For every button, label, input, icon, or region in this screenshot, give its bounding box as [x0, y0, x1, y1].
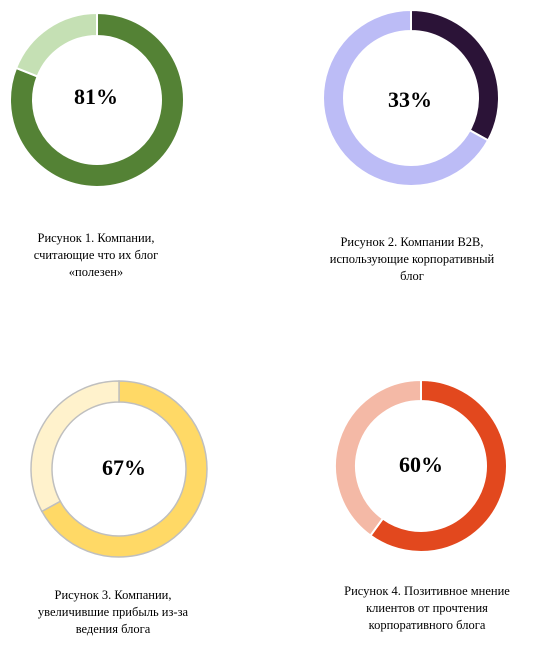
donut-chart-2-svg: 33% [322, 8, 500, 187]
caption-1-line-3: «полезен» [68, 265, 124, 279]
donut-chart-1-slice-main [9, 11, 185, 188]
caption-3-line-2: увеличившие прибыль из-за [37, 605, 189, 619]
donut-chart-4-center-label: 60% [399, 452, 443, 477]
donut-chart-4-slice-rest [334, 378, 422, 537]
donut-chart-2: 33% [310, 0, 510, 200]
donut-chart-3: 67% [18, 368, 218, 568]
caption-3-line-1: Рисунок 3. Компании, [54, 588, 172, 602]
donut-chart-2-slice-rest [322, 8, 490, 187]
donut-chart-3-caption: Рисунок 3. Компании, увеличившие прибыль… [14, 587, 212, 638]
donut-chart-3-center-label: 67% [102, 455, 146, 480]
caption-2-line-1: Рисунок 2. Компании B2B, [340, 235, 484, 249]
caption-1-line-2: считающие что их блог [33, 248, 159, 262]
caption-4-line-2: клиентов от прочтения [366, 601, 488, 615]
caption-1-line-1: Рисунок 1. Компании, [37, 231, 155, 245]
caption-2-line-2: использующие корпоративный [329, 252, 495, 266]
donut-chart-4: 60% [320, 368, 520, 568]
donut-chart-4-svg: 60% [334, 378, 508, 553]
donut-chart-2-slice-main [410, 8, 500, 142]
donut-chart-1-svg: 81% [9, 11, 185, 188]
caption-4-line-1: Рисунок 4. Позитивное мнение [344, 584, 510, 598]
donut-chart-1: 81% [0, 0, 200, 200]
donut-chart-2-caption: Рисунок 2. Компании B2B, использующие ко… [310, 234, 514, 285]
donut-chart-3-slice-main [40, 380, 208, 558]
donut-chart-1-slice-rest [14, 11, 98, 78]
donut-chart-1-caption: Рисунок 1. Компании, считающие что их бл… [0, 230, 192, 281]
caption-2-line-3: блог [400, 269, 424, 283]
caption-3-line-3: ведения блога [75, 622, 151, 636]
donut-chart-3-svg: 67% [30, 380, 208, 558]
donut-chart-2-center-label: 33% [388, 87, 432, 112]
donut-chart-1-center-label: 81% [74, 84, 118, 109]
donut-chart-4-caption: Рисунок 4. Позитивное мнение клиентов от… [322, 583, 532, 634]
caption-4-line-3: корпоративного блога [368, 618, 486, 632]
donut-chart-4-slice-main [369, 378, 508, 553]
donut-chart-3-slice-rest [30, 380, 120, 513]
